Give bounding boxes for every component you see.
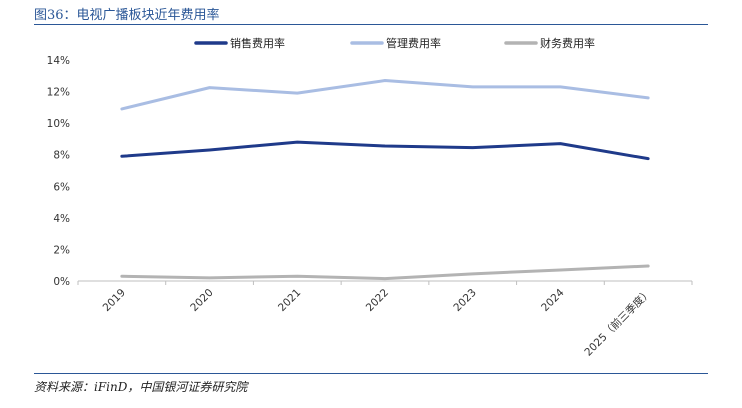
legend-label-2: 管理费用率 <box>386 36 441 50</box>
x-tick-label: 2021 <box>276 287 303 314</box>
x-tick-label: 2023 <box>451 287 478 314</box>
y-axis: 0% 2% 4% 6% 8% 10% 12% 14% <box>47 55 70 288</box>
legend: 销售费用率 管理费用率 财务费用率 <box>194 36 595 50</box>
footer-rule <box>34 373 708 374</box>
y-tick-label: 0% <box>53 276 70 288</box>
series-line-3 <box>120 264 650 281</box>
y-tick-label: 8% <box>53 150 70 162</box>
x-tick-label: 2024 <box>539 286 567 314</box>
y-tick-label: 4% <box>53 213 70 225</box>
y-tick-label: 12% <box>47 87 70 99</box>
figure-title: 图36：电视广播板块近年费用率 <box>34 8 220 23</box>
y-tick-label: 2% <box>53 244 70 256</box>
title-rule <box>34 24 708 25</box>
x-tick-label: 2019 <box>101 287 128 314</box>
x-tick-label: 2025（前三季度） <box>582 286 655 359</box>
x-tick-label: 2020 <box>188 287 215 314</box>
y-tick-label: 6% <box>53 181 70 193</box>
y-tick-label: 14% <box>47 55 70 67</box>
series-line-2 <box>120 79 650 111</box>
y-tick-label: 10% <box>47 118 70 130</box>
x-axis: 2019 2020 2021 2022 2023 2024 2025（前三季度） <box>77 280 693 359</box>
x-tick-label: 2022 <box>364 287 391 314</box>
series-group <box>120 79 650 281</box>
series-line-1 <box>120 140 650 161</box>
legend-label-1: 销售费用率 <box>230 36 285 50</box>
legend-label-3: 财务费用率 <box>540 36 595 50</box>
source-note: 资料来源：iFinD，中国银河证券研究院 <box>34 380 248 394</box>
